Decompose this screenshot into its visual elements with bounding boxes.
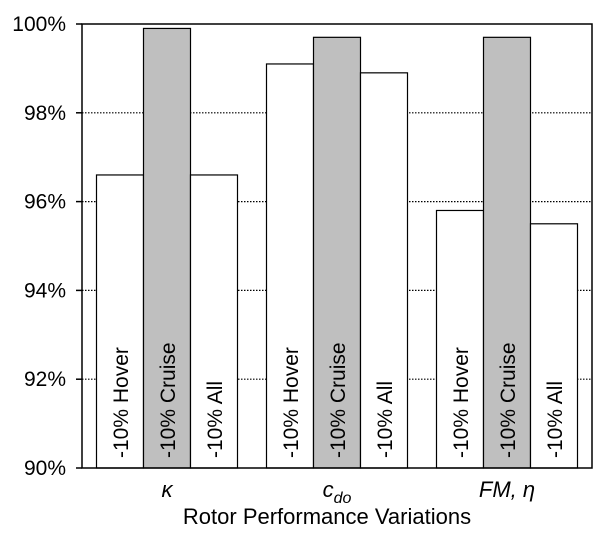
y-tick-label: 96% xyxy=(24,191,66,214)
y-tick-label: 100% xyxy=(12,13,66,36)
category-label: cdo xyxy=(323,477,352,507)
y-tick-label: 94% xyxy=(24,279,66,302)
bar-series-label: -10% All xyxy=(374,381,397,458)
bar xyxy=(359,72,409,469)
bar-series-label: -10% Cruise xyxy=(157,342,180,458)
bar-series-label: -10% Hover xyxy=(280,347,303,458)
category-labels: κ cdo FM, η xyxy=(162,477,536,507)
bar-series-label: -10% Cruise xyxy=(497,342,520,458)
y-tick-label: 98% xyxy=(24,102,66,125)
bar xyxy=(265,63,315,469)
bar-labels: -10% Hover -10% Cruise -10% All -10% Hover -… xyxy=(110,342,567,458)
x-axis-title: Rotor Performance Variations xyxy=(183,504,471,529)
y-tick-label: 90% xyxy=(24,457,66,480)
category-label: FM, η xyxy=(479,477,535,502)
y-tick-label: 92% xyxy=(24,368,66,391)
bar-series-label: -10% Cruise xyxy=(327,342,350,458)
category-label: κ xyxy=(162,477,174,502)
plot-frame xyxy=(81,23,593,469)
bar-series-label: -10% Hover xyxy=(110,347,133,458)
bars xyxy=(95,27,579,469)
bar-series-label: -10% All xyxy=(544,381,567,458)
bar-series-label: -10% Hover xyxy=(450,347,473,458)
bar xyxy=(529,223,579,469)
bar-series-label: -10% All xyxy=(204,381,227,458)
bar xyxy=(312,36,362,469)
bar xyxy=(189,174,239,469)
y-axis-ticks: 90% 92% 94% 96% 98% 100% xyxy=(12,13,82,480)
bar xyxy=(435,209,485,469)
bar xyxy=(95,174,145,469)
